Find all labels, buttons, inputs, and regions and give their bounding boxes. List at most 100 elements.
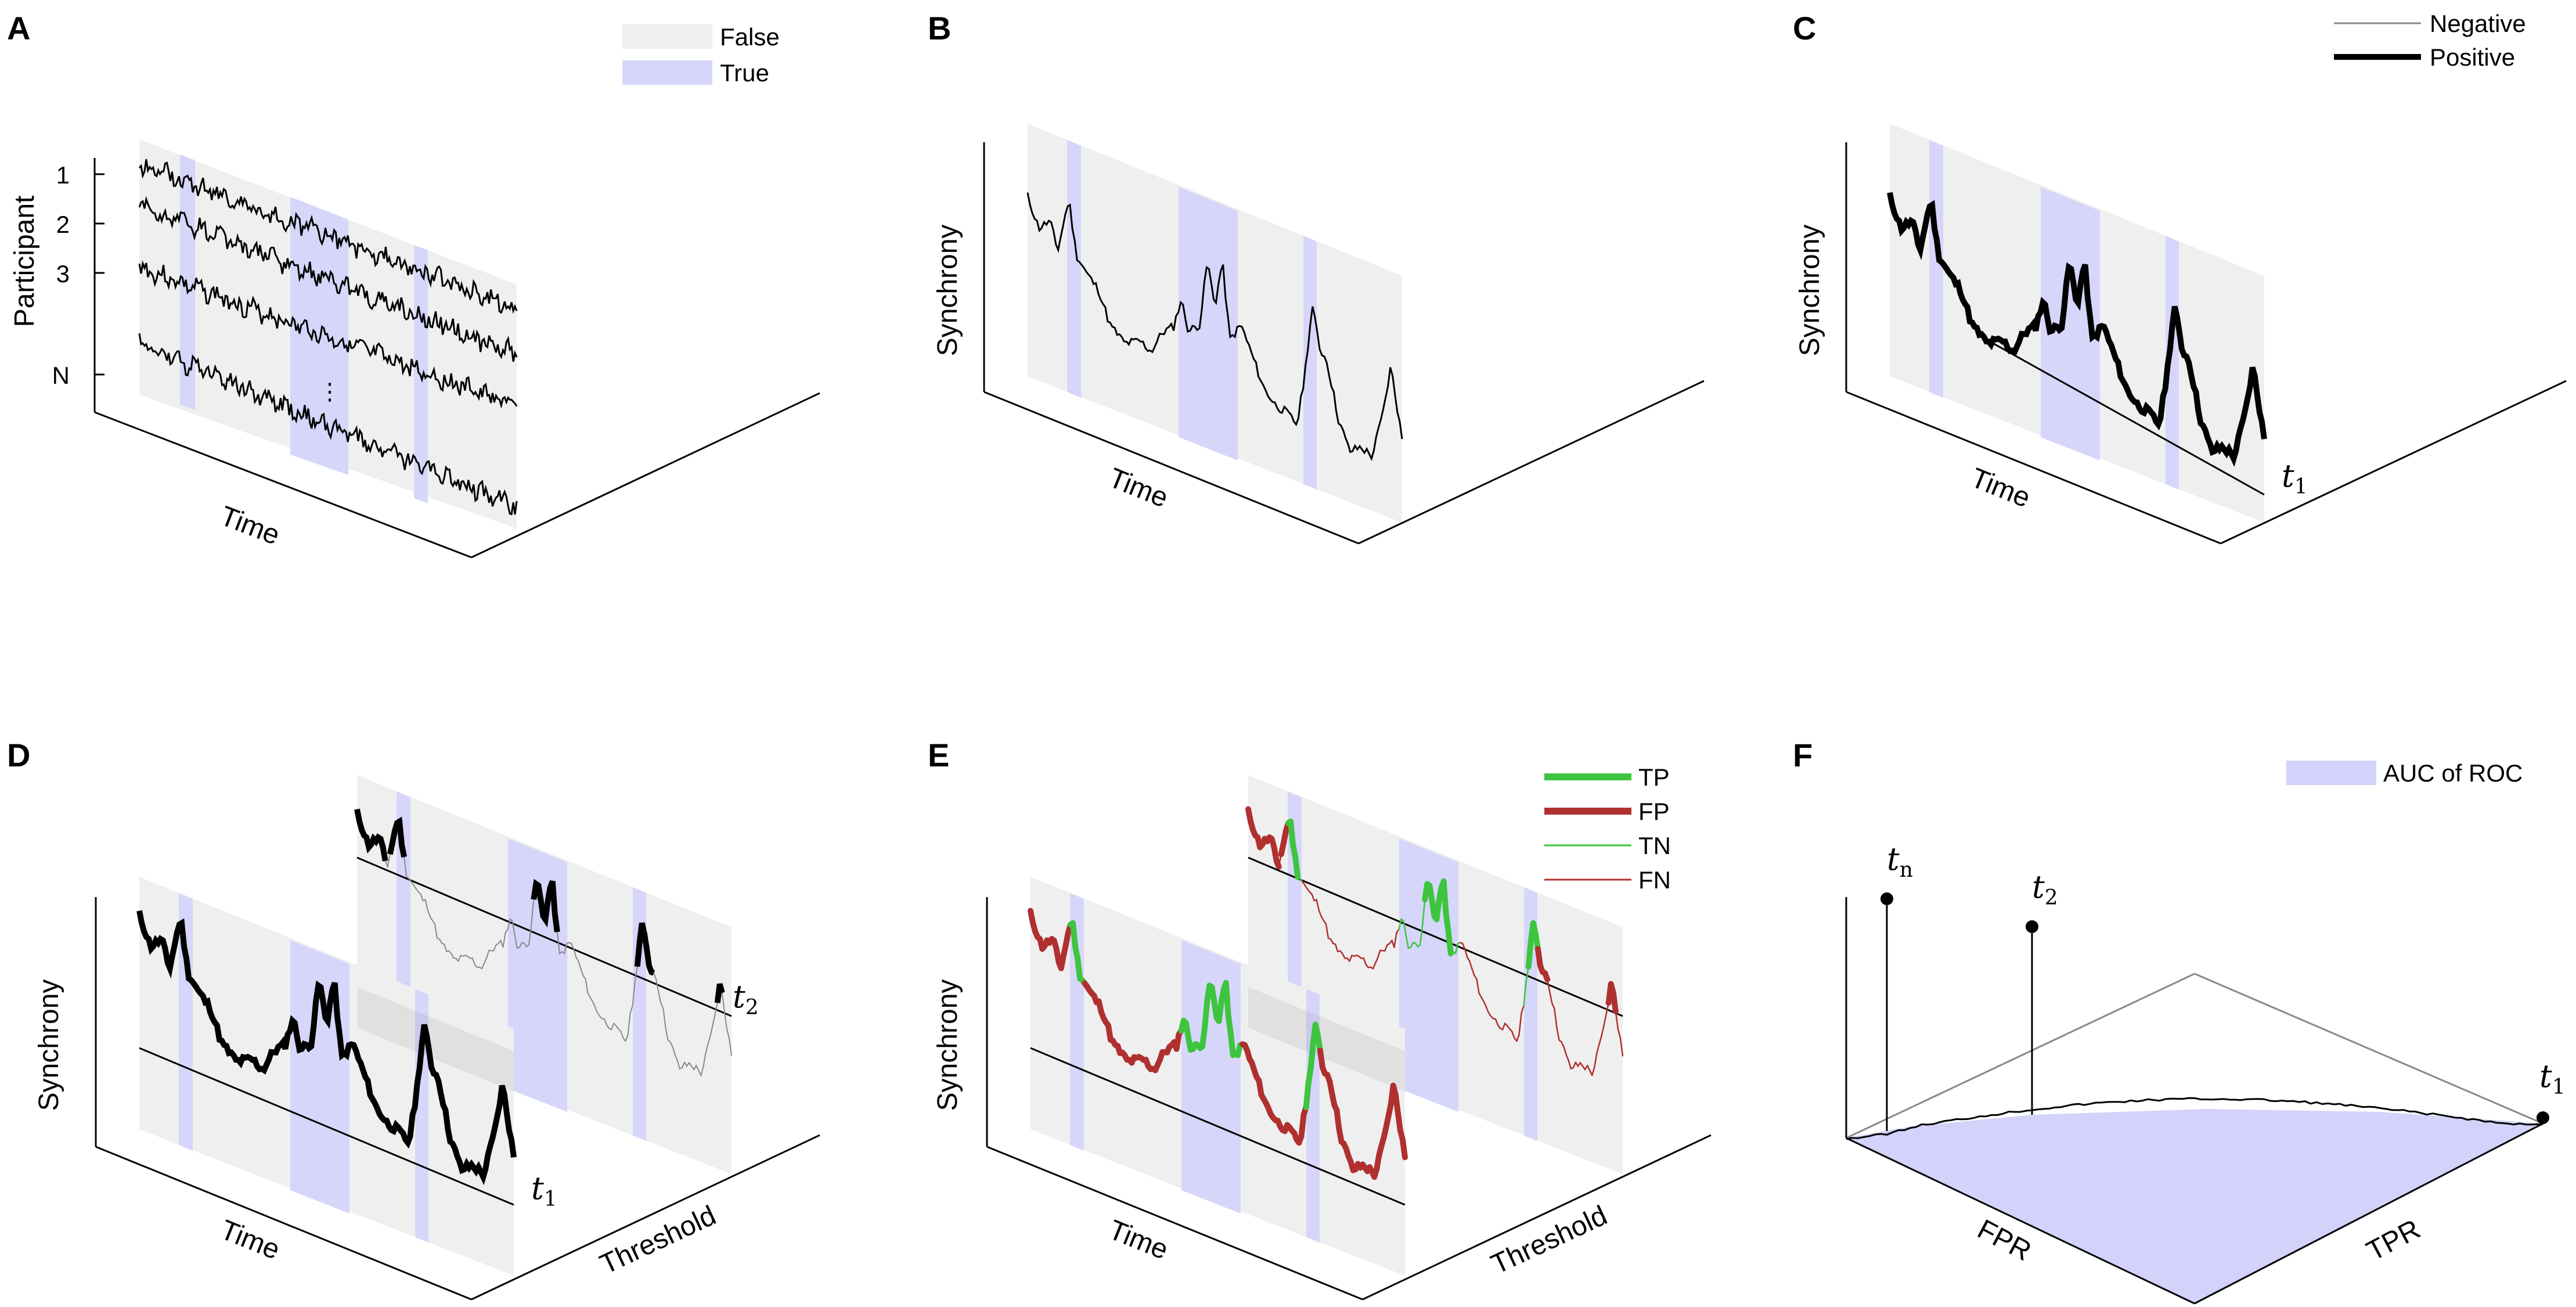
panel-e-letter: E <box>928 737 949 773</box>
roc-diagonal-frame <box>1846 973 2543 1139</box>
classified-segment <box>1521 1004 1525 1014</box>
panel-c-axes <box>1845 142 2567 545</box>
back-signal-positive <box>354 808 725 1003</box>
panel-f-letter: F <box>1793 737 1813 773</box>
t1-point <box>2537 1111 2549 1124</box>
classified-segment <box>1223 980 1231 1019</box>
panel-c-y-label: Synchrony <box>1795 225 1825 357</box>
legend-negative-label: Negative <box>2430 10 2526 37</box>
panel-e-legend: TP FP TN FN <box>1544 764 1671 894</box>
classified-segment <box>1464 948 1468 958</box>
front-signal-positive <box>136 910 517 1186</box>
panel-c-letter: C <box>1793 10 1816 46</box>
panel-c-x-label: Time <box>1966 462 2034 513</box>
classified-segment <box>1405 935 1410 949</box>
classified-segment <box>1596 1043 1600 1054</box>
panel-f: F AUC of ROC tn t2 t1 FPR TPR <box>1793 737 2566 1305</box>
frame-edge <box>2194 973 2543 1125</box>
panel-a-axes <box>93 158 820 559</box>
panel-a-letter: A <box>7 10 30 46</box>
true-band <box>1067 140 1081 398</box>
classified-segment <box>1070 920 1079 950</box>
true-band <box>1179 187 1238 460</box>
panel-e-axes <box>986 897 1712 1301</box>
panel-b-axes <box>983 142 1705 545</box>
classified-segment <box>1395 1110 1403 1134</box>
classified-segment <box>1454 942 1459 955</box>
legend-auc-label: AUC of ROC <box>2383 759 2523 787</box>
panel-a-y-label: Participant <box>9 196 40 327</box>
panel-a: A False True 1 2 3 N Participant Time ⋮ <box>7 10 820 559</box>
classified-segment <box>1476 978 1480 994</box>
classified-segment <box>1419 924 1424 946</box>
legend-auc-swatch <box>2286 761 2376 785</box>
classified-segment <box>1075 956 1083 982</box>
classified-segment <box>1469 960 1473 970</box>
x-axis <box>983 391 1359 545</box>
classified-segment <box>1546 978 1551 993</box>
classified-segment <box>1372 962 1377 970</box>
panel-c-signals <box>1887 192 2267 467</box>
x-axis <box>986 1146 1363 1301</box>
classified-segment <box>1334 1107 1342 1132</box>
classified-segment <box>1485 1006 1490 1014</box>
synchrony-signal-positive <box>1887 192 2267 467</box>
classified-segment <box>1377 949 1381 959</box>
classified-segment <box>1615 1010 1619 1030</box>
classified-segment <box>1565 1054 1569 1061</box>
classified-segment <box>1421 898 1426 926</box>
classified-segment <box>1548 991 1553 1004</box>
classified-segment <box>1511 1031 1515 1039</box>
classified-segment <box>1363 957 1367 966</box>
z-axis <box>471 392 820 559</box>
z-axis <box>1362 1134 1712 1301</box>
true-band <box>1070 893 1084 1151</box>
participant-tick-n: N <box>52 362 70 389</box>
classified-segment <box>1610 989 1619 1014</box>
participant-ellipsis: ⋮ <box>318 379 341 405</box>
classified-segment <box>1551 1002 1555 1010</box>
classified-segment <box>1542 970 1551 982</box>
classified-segment <box>1349 955 1353 962</box>
classified-segment <box>1568 1059 1572 1070</box>
classified-segment <box>1410 941 1414 948</box>
legend-true-swatch <box>622 60 712 85</box>
classified-segment <box>1307 1040 1316 1071</box>
participant-tick-2: 2 <box>56 211 70 238</box>
classified-segment <box>1288 818 1296 849</box>
classified-segment <box>1304 884 1308 890</box>
true-band <box>2041 187 2100 460</box>
threshold-line-t2 <box>1248 856 1623 1017</box>
classified-segment <box>1318 909 1323 917</box>
participant-signal-n <box>138 333 518 516</box>
classified-segment <box>1603 1013 1607 1027</box>
true-band <box>179 893 193 1151</box>
x-axis <box>1846 391 2221 545</box>
panel-f-t1-label: t1 <box>2539 1058 2566 1099</box>
true-band <box>1929 140 1943 398</box>
frame-edge <box>1846 973 2195 1139</box>
classified-segment <box>1478 992 1482 999</box>
panel-d-t2-label: t2 <box>733 978 759 1020</box>
true-band <box>2166 236 2179 489</box>
classified-segment <box>1554 1007 1558 1028</box>
classified-segment <box>1374 957 1379 964</box>
legend-false-label: False <box>720 23 780 51</box>
classified-segment <box>1433 898 1442 923</box>
classified-segment <box>1523 981 1527 1007</box>
threshold-line-t2 <box>356 856 732 1017</box>
true-band <box>1303 236 1317 489</box>
x-axis <box>94 411 472 559</box>
classified-segment <box>1445 929 1454 957</box>
legend-tn-label: TN <box>1638 832 1671 859</box>
classified-segment <box>1594 1052 1598 1068</box>
classified-segment <box>1320 916 1325 921</box>
panel-b-letter: B <box>928 10 951 46</box>
classified-segment <box>1392 1091 1401 1116</box>
classified-segment <box>1598 1035 1602 1045</box>
legend-true-label: True <box>720 59 769 87</box>
legend-fp-label: FP <box>1638 798 1670 825</box>
threshold-line-t1 <box>139 1047 514 1206</box>
classified-segment <box>1572 1061 1577 1069</box>
